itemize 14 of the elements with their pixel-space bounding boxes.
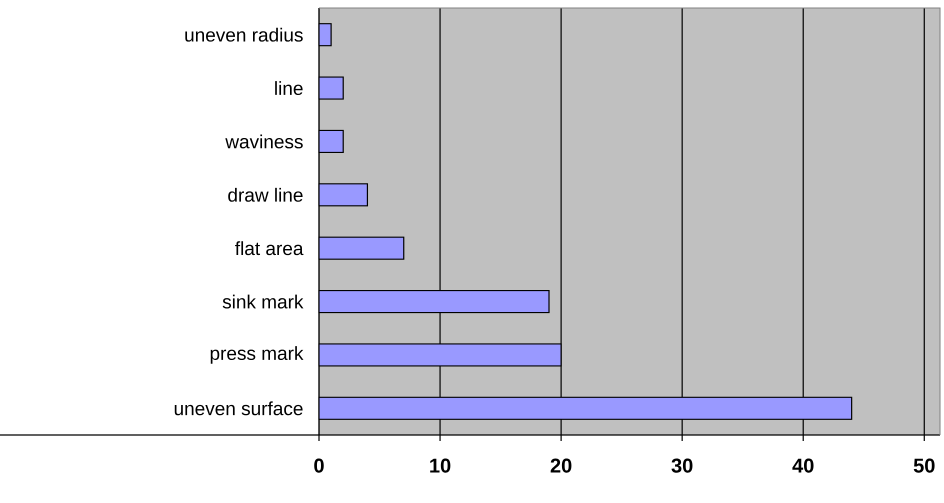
x-tick-label: 30 — [672, 458, 692, 473]
y-tick-label: uneven radius — [185, 28, 303, 42]
y-tick-label: waviness — [225, 134, 303, 148]
x-tick-label: 50 — [914, 458, 935, 473]
y-tick-label: draw line — [228, 188, 303, 202]
x-tick-label: 20 — [550, 458, 572, 473]
y-tick-label: sink mark — [222, 294, 304, 309]
y-tick-label: line — [275, 81, 303, 96]
y-tick-label: flat area — [235, 241, 304, 256]
y-tick-label: uneven surface — [174, 401, 303, 416]
x-tick-label: 40 — [792, 458, 814, 473]
x-tick-label: 10 — [430, 458, 450, 473]
y-tick-label: press mark — [210, 346, 304, 364]
x-tick-label: 0 — [314, 458, 324, 473]
